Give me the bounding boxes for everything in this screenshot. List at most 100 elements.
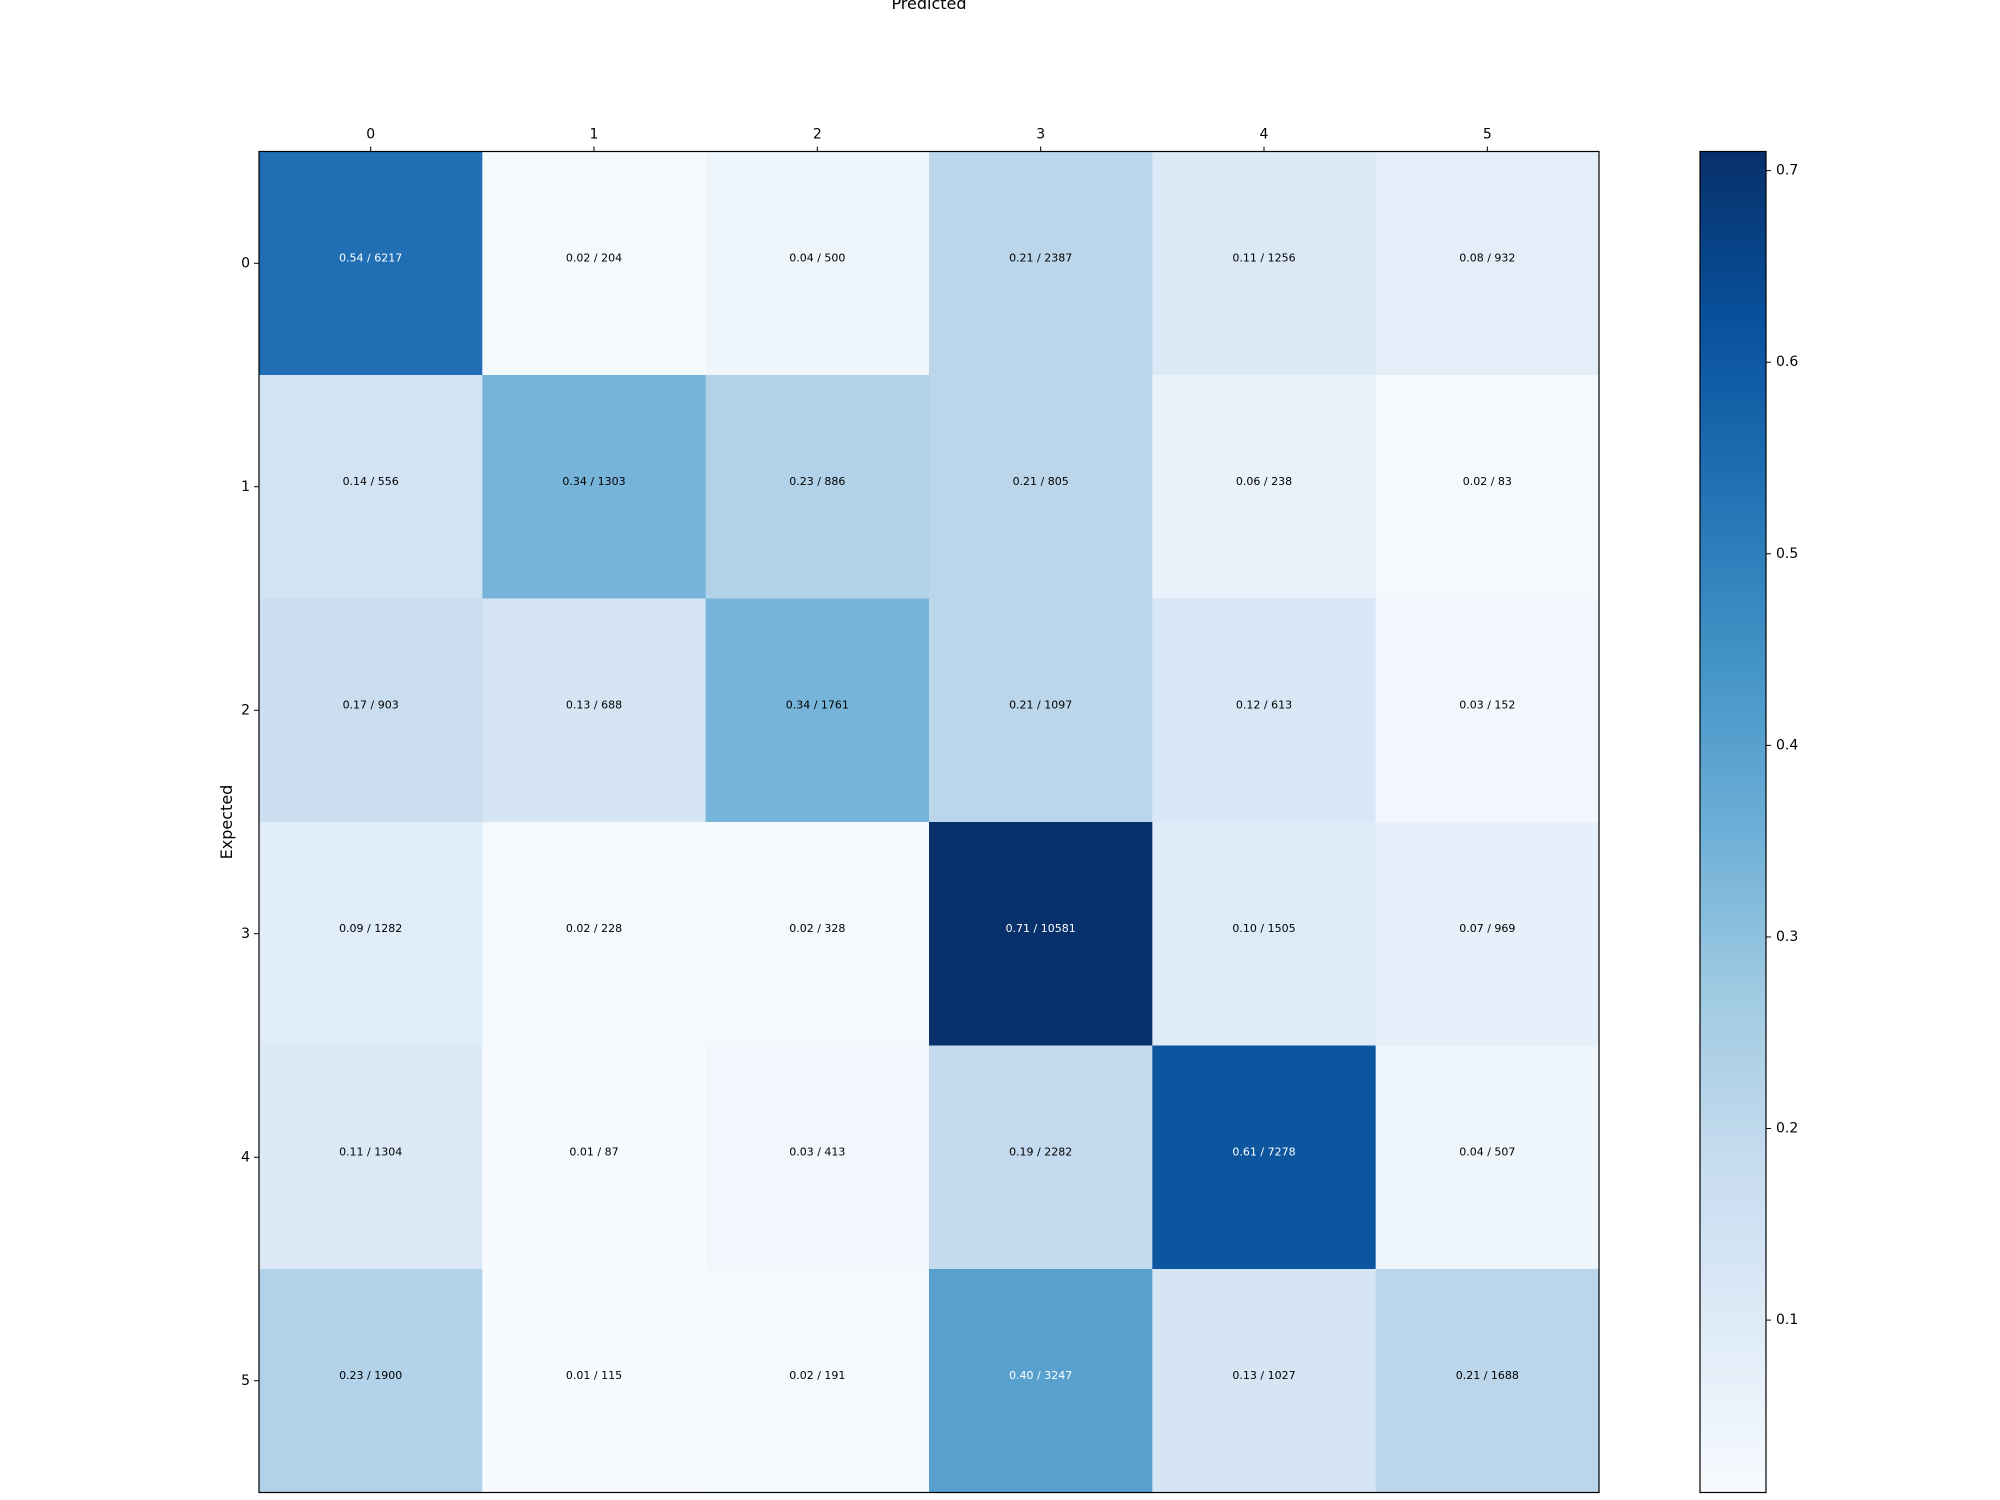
y-axis-ticks: 0 1 2 3 4 5 (241, 255, 259, 1389)
colorbar-tick-label: 0.3 (1776, 929, 1798, 945)
colorbar-tick-label: 0.1 (1776, 1312, 1798, 1328)
y-tick-label: 5 (241, 1373, 250, 1389)
plot-frame (258, 150, 1600, 1494)
heatmap-cell (1152, 598, 1377, 823)
heatmap-cell (1375, 1045, 1600, 1270)
cell-value-label: 0.09 / 1282 (339, 922, 402, 935)
heatmap-cell (705, 151, 930, 376)
cell-value-label: 0.13 / 1027 (1232, 1369, 1295, 1382)
cell-value-label: 0.34 / 1761 (786, 698, 849, 711)
heatmap-cell (259, 375, 483, 600)
colorbar (1699, 150, 1767, 1494)
heatmap-cell (929, 1269, 1153, 1494)
y-axis-title: Expected (217, 785, 236, 860)
cell-value-label: 0.71 / 10581 (1006, 922, 1076, 935)
heatmap-cell (1152, 1269, 1377, 1494)
heatmap-cell (482, 598, 707, 823)
cell-value-label: 0.21 / 805 (1013, 475, 1069, 488)
heatmap-cell (705, 822, 930, 1047)
cell-value-label: 0.23 / 886 (789, 475, 845, 488)
cell-value-label: 0.06 / 238 (1236, 475, 1292, 488)
colorbar-tick-label: 0.4 (1776, 737, 1798, 753)
y-tick-label: 4 (241, 1149, 250, 1165)
cell-value-label: 0.61 / 7278 (1232, 1145, 1295, 1158)
y-tick-label: 2 (241, 702, 250, 718)
heatmap-cell (259, 598, 483, 823)
cell-value-label: 0.54 / 6217 (339, 251, 402, 264)
heatmap-cell (929, 375, 1153, 600)
cell-value-label: 0.21 / 2387 (1009, 251, 1072, 264)
heatmap-cell (929, 151, 1153, 376)
cell-value-label: 0.03 / 152 (1459, 698, 1515, 711)
x-tick-label: 4 (1260, 127, 1269, 143)
cell-value-label: 0.02 / 204 (566, 251, 622, 264)
heatmap-cell (1375, 598, 1600, 823)
heatmap-cell (705, 1269, 930, 1494)
colorbar-tick-label: 0.5 (1776, 546, 1798, 562)
cell-value-label: 0.21 / 1688 (1456, 1369, 1519, 1382)
cell-value-label: 0.40 / 3247 (1009, 1369, 1072, 1382)
heatmap-cell (1152, 151, 1377, 376)
cell-value-label: 0.07 / 969 (1459, 922, 1515, 935)
cell-value-label: 0.04 / 507 (1459, 1145, 1515, 1158)
heatmap-cell (929, 1045, 1153, 1270)
cell-value-label: 0.23 / 1900 (339, 1369, 402, 1382)
cell-value-label: 0.19 / 2282 (1009, 1145, 1072, 1158)
x-axis-title: Predicted (891, 0, 966, 13)
x-tick-label: 5 (1483, 127, 1492, 143)
colorbar-ticks: 0.1 0.2 0.3 0.4 0.5 0.6 0.7 (1766, 163, 1798, 1328)
cell-value-label: 0.21 / 1097 (1009, 698, 1072, 711)
heatmap-cell (929, 822, 1153, 1047)
x-tick-label: 0 (366, 127, 375, 143)
heatmap-cell (705, 598, 930, 823)
colorbar-tick-label: 0.7 (1776, 163, 1798, 179)
x-tick-label: 1 (590, 127, 599, 143)
x-tick-label: 2 (813, 127, 822, 143)
heatmap-cell (1152, 1045, 1377, 1270)
heatmap-cells: 0.54 / 6217 0.02 / 204 0.04 / 500 0.21 / 23… (259, 151, 1600, 1494)
heatmap-cell (482, 1045, 707, 1270)
heatmap-cell (1375, 375, 1600, 600)
cell-value-label: 0.01 / 87 (569, 1145, 618, 1158)
heatmap-cell (705, 375, 930, 600)
y-tick-label: 0 (241, 255, 250, 271)
cell-value-label: 0.01 / 115 (566, 1369, 622, 1382)
cell-value-label: 0.02 / 228 (566, 922, 622, 935)
colorbar-tick-label: 0.6 (1776, 354, 1798, 370)
heatmap-cell (929, 598, 1153, 823)
heatmap-cell (1152, 375, 1377, 600)
cell-value-label: 0.11 / 1304 (339, 1145, 402, 1158)
cell-value-label: 0.14 / 556 (343, 475, 399, 488)
y-tick-label: 3 (241, 926, 250, 942)
heatmap-cell (1375, 1269, 1600, 1494)
cell-value-label: 0.02 / 191 (789, 1369, 845, 1382)
heatmap-cell (482, 1269, 707, 1494)
heatmap-cell (1375, 822, 1600, 1047)
cell-value-label: 0.17 / 903 (343, 698, 399, 711)
cell-value-label: 0.02 / 83 (1463, 475, 1512, 488)
heatmap-cell (259, 151, 483, 376)
cell-value-label: 0.10 / 1505 (1232, 922, 1295, 935)
heatmap-cell (259, 1045, 483, 1270)
cell-value-label: 0.13 / 688 (566, 698, 622, 711)
cell-value-label: 0.34 / 1303 (562, 475, 625, 488)
x-axis-ticks: 0 1 2 3 4 5 (366, 127, 1492, 152)
x-tick-label: 3 (1036, 127, 1045, 143)
heatmap-cell (482, 375, 707, 600)
cell-value-label: 0.03 / 413 (789, 1145, 845, 1158)
heatmap-cell (482, 151, 707, 376)
heatmap-cell (705, 1045, 930, 1270)
heatmap-cell (1152, 822, 1377, 1047)
heatmap-cell (259, 822, 483, 1047)
heatmap-cell (482, 822, 707, 1047)
cell-value-label: 0.11 / 1256 (1232, 251, 1295, 264)
cell-value-label: 0.04 / 500 (789, 251, 845, 264)
y-tick-label: 1 (241, 479, 250, 495)
colorbar-tick-label: 0.2 (1776, 1121, 1798, 1137)
cell-value-label: 0.02 / 328 (789, 922, 845, 935)
cell-value-label: 0.12 / 613 (1236, 698, 1292, 711)
heatmap-cell (259, 1269, 483, 1494)
cell-value-label: 0.08 / 932 (1459, 251, 1515, 264)
heatmap-cell (1375, 151, 1600, 376)
